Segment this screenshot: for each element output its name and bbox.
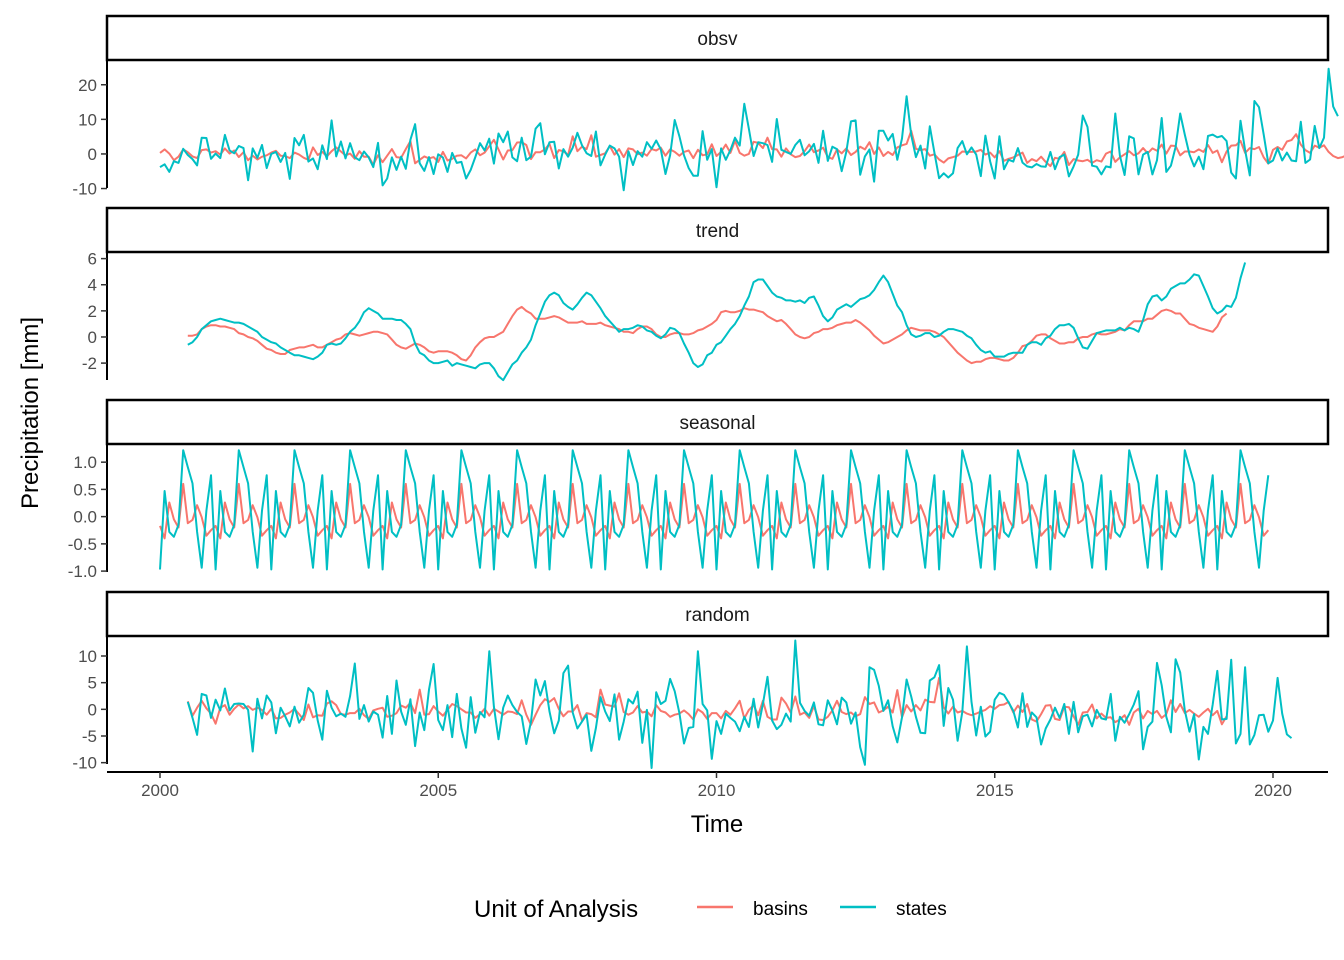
panel-obsv: obsv -10 0 10 20: [72, 14, 1344, 199]
y-tick-label-seasonal: -1.0: [68, 562, 97, 581]
y-tick-label-trend: 2: [88, 302, 97, 321]
y-tick-label-random: 5: [88, 674, 97, 693]
y-tick-label-obsv: 10: [78, 110, 97, 129]
facet-panels: obsv -10 0 10 20 trend -2 0 2 4 6 seasonal -1.0 -0.5 0…: [68, 14, 1344, 773]
panel-seasonal: seasonal -1.0 -0.5 0.0 0.5 1.0: [68, 398, 1330, 581]
y-tick-label-trend: 4: [88, 276, 97, 295]
series-line-states-obsv: [159, 67, 1339, 192]
y-tick-label-seasonal: 1.0: [73, 453, 97, 472]
series-line-basins-obsv: [159, 129, 1344, 168]
series-line-states-seasonal: [159, 449, 1270, 571]
legend-title: Unit of Analysis: [474, 896, 638, 923]
y-tick-label-obsv: -10: [72, 180, 97, 199]
y-tick-label-seasonal: -0.5: [68, 535, 97, 554]
strip-label-trend: trend: [696, 221, 739, 242]
y-tick-label-obsv: 20: [78, 76, 97, 95]
strip-random: [105, 590, 1330, 638]
x-tick-label: 2015: [976, 781, 1014, 800]
y-tick-label-trend: 6: [88, 250, 97, 269]
x-axis-title: Time: [691, 811, 743, 838]
panel-random: random -10 -5 0 5 10: [72, 590, 1330, 773]
strip-label-obsv: obsv: [697, 29, 738, 50]
strip-trend: [105, 206, 1330, 254]
series-line-states-random: [186, 639, 1293, 769]
y-tick-label-seasonal: 0.5: [73, 480, 97, 499]
legend-label-basins: basins: [753, 899, 808, 920]
x-tick-label: 2020: [1254, 781, 1292, 800]
y-tick-label-seasonal: 0.0: [73, 508, 97, 527]
series-line-basins-trend: [187, 305, 1228, 365]
series-line-states-trend: [187, 262, 1247, 382]
strip-label-seasonal: seasonal: [679, 413, 755, 434]
x-tick-label: 2005: [419, 781, 457, 800]
y-tick-label-random: -10: [72, 754, 97, 773]
strip-seasonal: [105, 398, 1330, 446]
y-axis-title: Precipitation [mm]: [17, 317, 44, 509]
x-axis: 2000 2005 2010 2015 2020: [141, 772, 1292, 800]
legend-label-states: states: [896, 899, 947, 920]
y-tick-label-random: 10: [78, 647, 97, 666]
x-tick-label: 2000: [141, 781, 179, 800]
y-tick-label-trend: -2: [82, 354, 97, 373]
legend: Unit of Analysis basins states: [474, 896, 947, 923]
x-tick-label: 2010: [698, 781, 736, 800]
strip-obsv: [105, 14, 1330, 62]
y-tick-label-trend: 0: [88, 328, 97, 347]
y-tick-label-obsv: 0: [88, 145, 97, 164]
y-tick-label-random: 0: [88, 700, 97, 719]
y-tick-label-random: -5: [82, 727, 97, 746]
panel-trend: trend -2 0 2 4 6: [82, 206, 1330, 382]
strip-label-random: random: [685, 605, 749, 626]
